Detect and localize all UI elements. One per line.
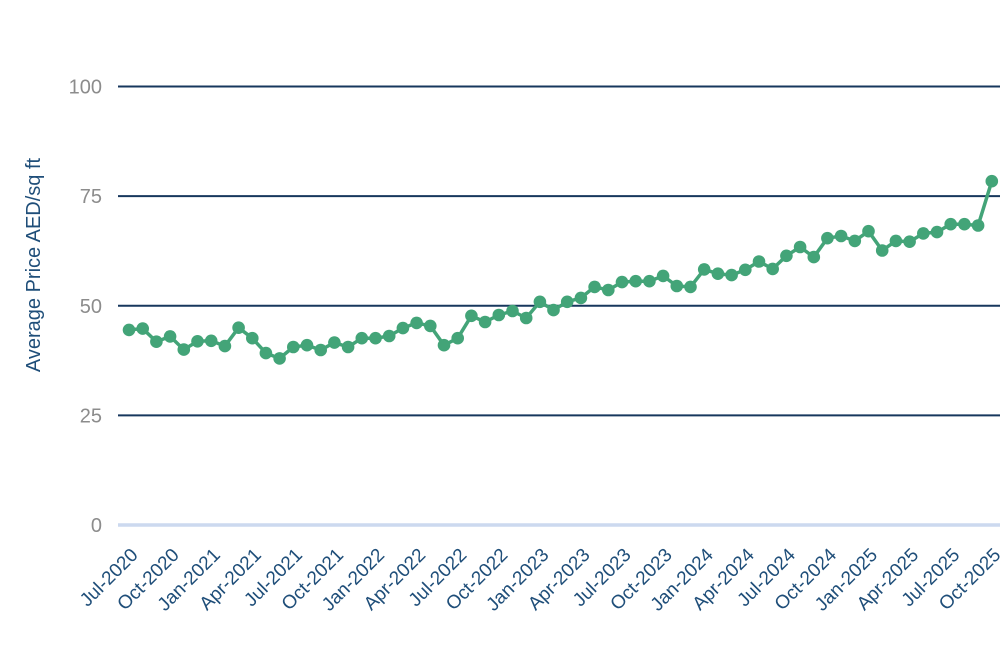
data-point-Oct-2024[interactable]: [821, 231, 834, 245]
y-tick-label-0: 0: [91, 515, 102, 537]
data-point-Sep-2020[interactable]: [150, 335, 163, 349]
data-point-Nov-2024[interactable]: [834, 229, 848, 243]
data-point-Oct-2021[interactable]: [328, 336, 341, 349]
data-point-Feb-2025[interactable]: [875, 244, 889, 257]
data-point-Sep-2021[interactable]: [314, 343, 328, 357]
data-point-Dec-2024[interactable]: [848, 234, 862, 248]
data-point-Sep-2023[interactable]: [643, 274, 656, 288]
data-point-Jun-2021[interactable]: [273, 352, 286, 365]
data-point-Jul-2020[interactable]: [122, 323, 136, 337]
data-point-May-2022[interactable]: [424, 319, 437, 333]
data-point-May-2023[interactable]: [588, 280, 601, 294]
data-point-Apr-2023[interactable]: [574, 291, 588, 305]
data-point-Apr-2021[interactable]: [246, 331, 259, 345]
data-point-Apr-2025[interactable]: [903, 235, 916, 248]
data-point-Nov-2021[interactable]: [341, 340, 355, 354]
data-point-Jan-2025[interactable]: [862, 224, 875, 238]
data-point-Jun-2025[interactable]: [930, 225, 944, 239]
data-point-Oct-2023[interactable]: [656, 269, 670, 283]
data-point-Jan-2024[interactable]: [697, 263, 711, 276]
data-point-Feb-2022[interactable]: [382, 329, 396, 343]
data-point-Feb-2021[interactable]: [218, 339, 232, 353]
data-point-Aug-2024[interactable]: [793, 240, 807, 254]
data-point-Dec-2022[interactable]: [519, 311, 533, 325]
data-point-Jul-2024[interactable]: [780, 249, 793, 263]
data-point-Aug-2020[interactable]: [136, 322, 149, 335]
data-point-Jul-2023[interactable]: [615, 275, 629, 289]
data-point-Dec-2023[interactable]: [684, 280, 697, 294]
data-point-Feb-2024[interactable]: [711, 267, 725, 281]
data-point-Dec-2021[interactable]: [355, 331, 369, 345]
data-point-May-2024[interactable]: [752, 255, 766, 268]
data-point-Sep-2024[interactable]: [807, 250, 821, 264]
y-tick-label-50: 50: [80, 296, 102, 318]
data-point-May-2025[interactable]: [917, 227, 930, 240]
data-point-Mar-2024[interactable]: [725, 268, 738, 282]
data-point-Aug-2021[interactable]: [300, 338, 314, 352]
data-point-Jul-2025[interactable]: [944, 217, 957, 231]
data-point-Aug-2022[interactable]: [465, 309, 478, 323]
data-point-Mar-2021[interactable]: [232, 321, 245, 335]
data-point-Jun-2024[interactable]: [766, 262, 779, 276]
data-point-Nov-2022[interactable]: [506, 304, 519, 318]
data-point-Sep-2022[interactable]: [478, 315, 492, 329]
data-point-Jul-2021[interactable]: [287, 340, 300, 354]
data-point-Oct-2022[interactable]: [492, 308, 506, 322]
data-point-Mar-2022[interactable]: [396, 321, 410, 335]
y-axis-title: Average Price AED/sq ft: [23, 157, 45, 372]
data-point-Nov-2020[interactable]: [177, 343, 191, 356]
data-point-Jan-2023[interactable]: [533, 295, 547, 309]
data-point-Apr-2022[interactable]: [410, 316, 423, 330]
data-point-Oct-2025[interactable]: [985, 174, 999, 188]
y-tick-label-25: 25: [80, 405, 102, 427]
data-point-Jul-2022[interactable]: [451, 331, 465, 345]
y-tick-label-100: 100: [69, 77, 102, 99]
data-point-Nov-2023[interactable]: [670, 279, 684, 293]
data-point-Sep-2025[interactable]: [971, 219, 985, 232]
data-point-Jan-2021[interactable]: [204, 334, 218, 348]
price-series-line: [127, 179, 994, 361]
data-point-Aug-2025[interactable]: [958, 217, 971, 231]
data-point-Feb-2023[interactable]: [547, 303, 560, 317]
data-point-Oct-2020[interactable]: [163, 330, 177, 343]
data-point-May-2021[interactable]: [259, 346, 273, 360]
data-point-Jun-2023[interactable]: [602, 283, 615, 297]
data-point-Mar-2023[interactable]: [560, 295, 574, 309]
data-point-Jun-2022[interactable]: [437, 338, 451, 352]
y-tick-label-75: 75: [80, 186, 102, 208]
data-point-Aug-2023[interactable]: [629, 274, 642, 288]
data-point-Mar-2025[interactable]: [889, 234, 903, 248]
data-point-Dec-2020[interactable]: [191, 335, 204, 348]
data-point-Jan-2022[interactable]: [369, 331, 382, 345]
data-point-Apr-2024[interactable]: [739, 263, 752, 277]
